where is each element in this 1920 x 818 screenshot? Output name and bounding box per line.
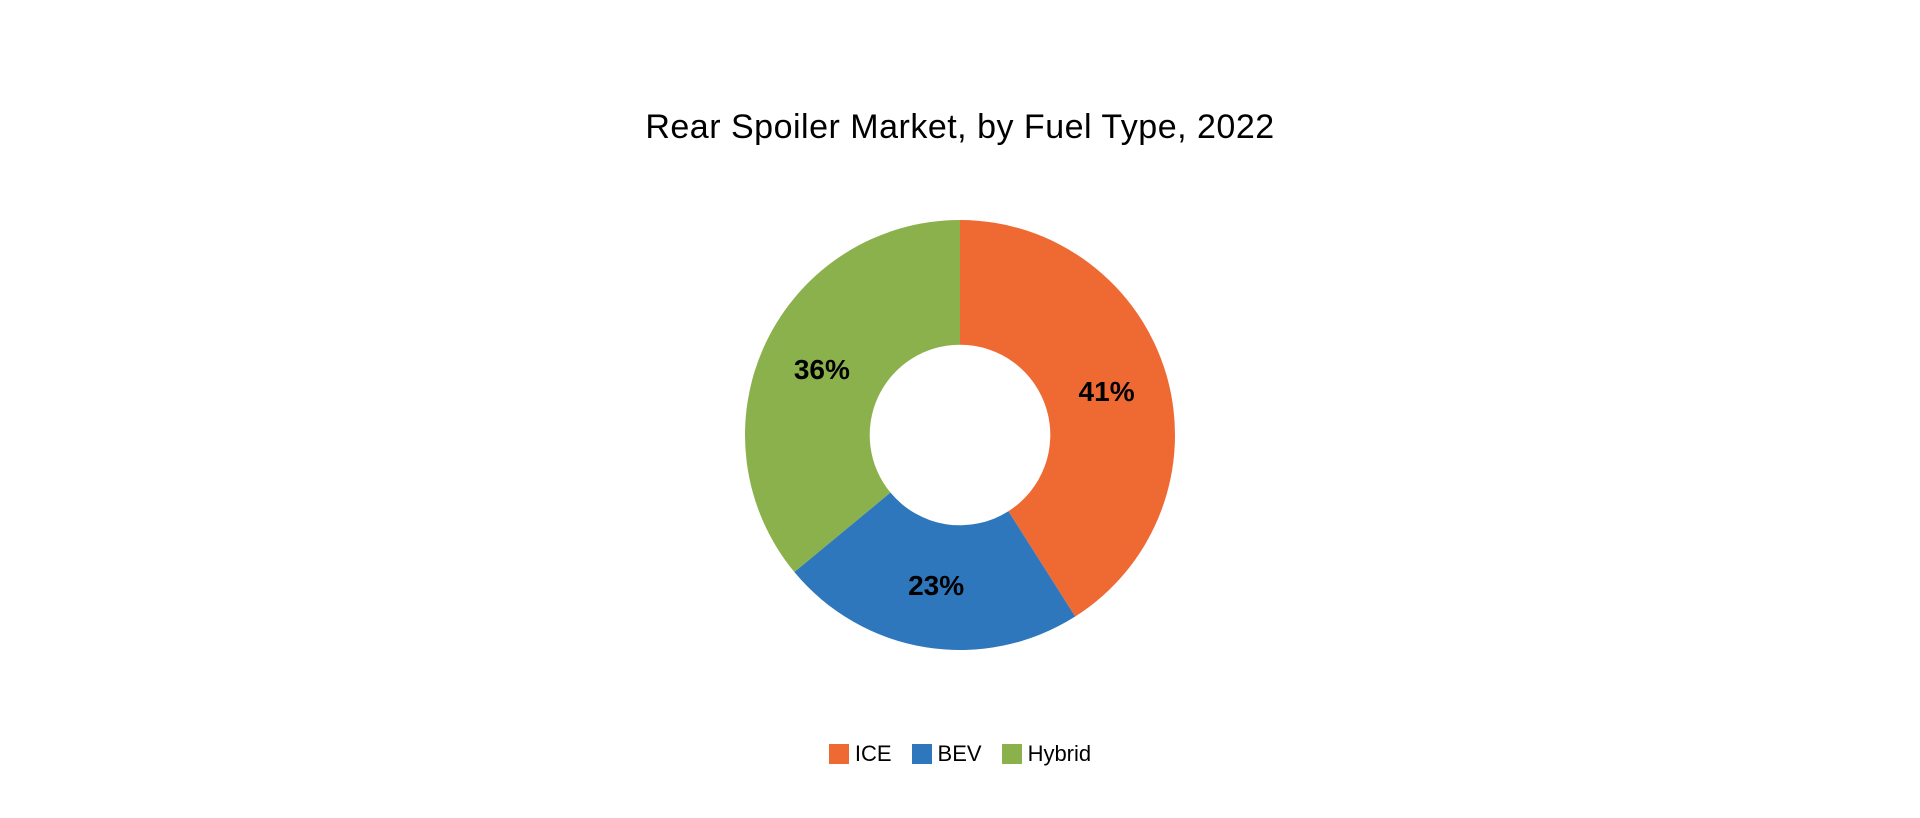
- chart-title: Rear Spoiler Market, by Fuel Type, 2022: [510, 108, 1410, 147]
- legend-text-ice: ICE: [855, 741, 892, 767]
- slice-label-ice: 41%: [1079, 376, 1135, 408]
- legend-swatch-ice: [829, 744, 849, 764]
- legend-item-hybrid: Hybrid: [1002, 741, 1092, 767]
- slice-label-hybrid: 36%: [794, 354, 850, 386]
- donut-svg: [710, 185, 1210, 685]
- legend-swatch-hybrid: [1002, 744, 1022, 764]
- slice-hybrid: [745, 220, 960, 572]
- legend-swatch-bev: [912, 744, 932, 764]
- slice-label-bev: 23%: [908, 570, 964, 602]
- legend-text-hybrid: Hybrid: [1028, 741, 1092, 767]
- chart-container: Rear Spoiler Market, by Fuel Type, 2022 …: [510, 0, 1410, 818]
- donut-area: 41% 23% 36%: [710, 185, 1210, 685]
- legend-text-bev: BEV: [938, 741, 982, 767]
- legend: ICE BEV Hybrid: [510, 741, 1410, 770]
- legend-item-ice: ICE: [829, 741, 892, 767]
- legend-item-bev: BEV: [912, 741, 982, 767]
